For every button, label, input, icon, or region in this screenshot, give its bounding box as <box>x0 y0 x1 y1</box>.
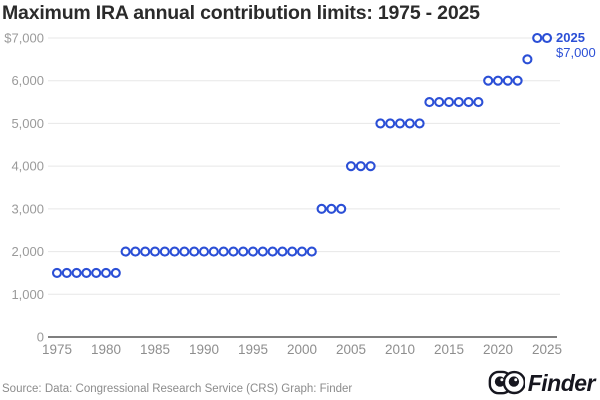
data-point-1992 <box>218 246 229 257</box>
data-point-2020 <box>492 75 504 86</box>
svg-text:2,000: 2,000 <box>11 244 44 259</box>
data-point-2011 <box>404 118 415 129</box>
data-point-1979 <box>91 267 102 278</box>
data-point-2013 <box>424 97 435 108</box>
svg-text:1995: 1995 <box>238 342 268 357</box>
data-point-2012 <box>414 118 425 129</box>
svg-text:0: 0 <box>37 330 44 345</box>
svg-text:1975: 1975 <box>42 342 72 357</box>
svg-text:6,000: 6,000 <box>11 73 44 88</box>
data-point-2005 <box>345 161 357 172</box>
data-point-2024 <box>532 32 543 44</box>
data-point-2014 <box>434 97 445 108</box>
data-point-2022 <box>512 75 523 86</box>
svg-text:2005: 2005 <box>336 342 366 357</box>
data-point-1975 <box>51 267 63 278</box>
data-point-1988 <box>179 246 190 257</box>
data-point-2019 <box>483 75 494 86</box>
data-point-1996 <box>257 246 268 257</box>
svg-text:$7,000: $7,000 <box>4 31 44 46</box>
last-point-annotation: 2025 $7,000 <box>556 30 596 60</box>
data-point-2021 <box>502 75 513 86</box>
svg-text:2000: 2000 <box>287 342 317 357</box>
data-point-1978 <box>81 267 92 278</box>
svg-text:2025: 2025 <box>532 342 562 357</box>
data-point-2015 <box>443 97 455 108</box>
data-point-1991 <box>208 246 219 257</box>
annotation-year: 2025 <box>556 30 585 45</box>
data-point-2009 <box>385 118 396 129</box>
data-point-1982 <box>120 246 131 257</box>
data-point-2016 <box>453 97 464 108</box>
data-point-2002 <box>316 203 327 214</box>
data-point-1990 <box>198 246 210 257</box>
svg-text:4,000: 4,000 <box>11 159 44 174</box>
data-point-2006 <box>355 161 366 172</box>
data-point-1980 <box>100 267 112 278</box>
data-point-1995 <box>247 246 259 257</box>
data-point-1985 <box>149 246 161 257</box>
data-point-2025 <box>541 32 553 44</box>
data-point-2004 <box>336 203 347 214</box>
svg-text:2015: 2015 <box>434 342 464 357</box>
data-point-1999 <box>287 246 298 257</box>
data-point-1997 <box>267 246 278 257</box>
svg-text:1990: 1990 <box>189 342 219 357</box>
data-point-1987 <box>169 246 180 257</box>
data-point-2018 <box>473 97 484 108</box>
svg-text:1985: 1985 <box>140 342 170 357</box>
data-point-1989 <box>189 246 200 257</box>
svg-text:5,000: 5,000 <box>11 116 44 131</box>
data-point-1984 <box>140 246 151 257</box>
annotation-value: $7,000 <box>556 44 596 60</box>
data-point-2003 <box>326 203 337 214</box>
data-point-1994 <box>238 246 249 257</box>
data-point-2010 <box>394 118 406 129</box>
svg-text:3,000: 3,000 <box>11 201 44 216</box>
data-point-2023 <box>522 54 533 65</box>
chart-title: Maximum IRA annual contribution limits: … <box>2 2 480 24</box>
data-point-1986 <box>159 246 170 257</box>
data-point-2008 <box>375 118 386 129</box>
ira-limits-scatter-chart: 0 1,000 2,000 3,000 4,000 5,000 6,000 $7,000 197… <box>4 31 562 358</box>
data-point-1993 <box>228 246 239 257</box>
svg-text:2010: 2010 <box>385 342 415 357</box>
data-point-1981 <box>110 267 121 278</box>
data-point-2007 <box>365 161 376 172</box>
data-point-1983 <box>130 246 141 257</box>
data-point-2017 <box>463 97 474 108</box>
svg-text:1,000: 1,000 <box>11 287 44 302</box>
svg-text:2020: 2020 <box>483 342 513 357</box>
data-point-1998 <box>277 246 288 257</box>
data-point-2001 <box>306 246 317 257</box>
data-point-2000 <box>296 246 308 257</box>
svg-text:1980: 1980 <box>91 342 121 357</box>
finder-wordmark: Finder <box>527 369 596 396</box>
source-attribution: Source: Data: Congressional Research Ser… <box>2 383 353 395</box>
data-point-1977 <box>71 267 82 278</box>
data-point-1976 <box>61 267 72 278</box>
finder-eyes-icon <box>488 370 525 395</box>
finder-logo: Finder <box>488 369 596 397</box>
